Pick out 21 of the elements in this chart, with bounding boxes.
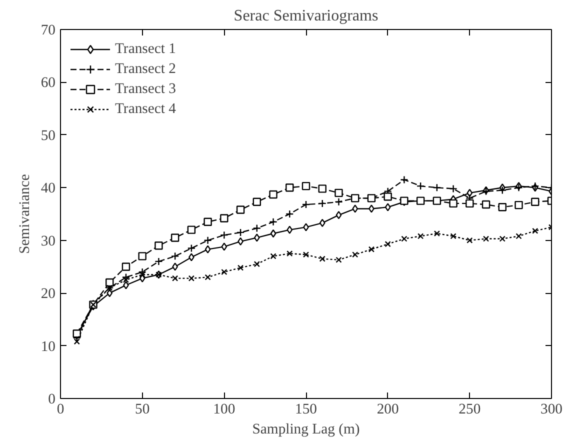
y-tick-label: 20	[40, 286, 56, 302]
legend-label: Transect 3	[115, 80, 176, 98]
x-tick-label: 50	[135, 402, 150, 418]
chart-title: Serac Semivariograms	[234, 8, 378, 24]
x-tick-label: 150	[295, 402, 317, 418]
y-tick-label: 70	[40, 22, 56, 38]
legend-label: Transect 4	[115, 100, 176, 118]
y-tick-label: 40	[40, 180, 56, 197]
x-tick-label: 200	[376, 402, 399, 418]
x-tick-label: 250	[458, 402, 481, 418]
x-tick-label: 300	[540, 402, 562, 418]
y-tick-label: 0	[48, 392, 56, 408]
y-tick-label: 60	[40, 75, 56, 92]
y-tick-label: 50	[40, 128, 56, 144]
y-tick-label: 10	[40, 338, 56, 355]
legend-label: Transect 2	[115, 60, 176, 78]
y-axis-title: Semivariance	[16, 174, 33, 254]
x-axis-title: Sampling Lag (m)	[252, 422, 360, 438]
x-tick-label: 100	[213, 402, 236, 418]
legend-label: Transect 1	[115, 40, 176, 58]
y-tick-label: 30	[40, 233, 56, 250]
